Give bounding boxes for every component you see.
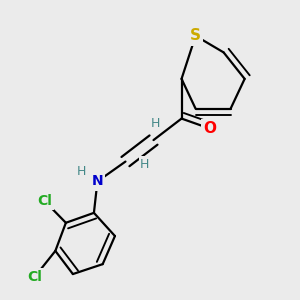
Text: Cl: Cl [27,270,42,284]
Text: H: H [151,117,160,130]
Text: H: H [77,165,86,178]
Text: N: N [92,174,103,188]
Text: Cl: Cl [38,194,52,208]
Text: S: S [190,28,201,44]
Text: O: O [203,121,216,136]
Text: H: H [140,158,149,171]
